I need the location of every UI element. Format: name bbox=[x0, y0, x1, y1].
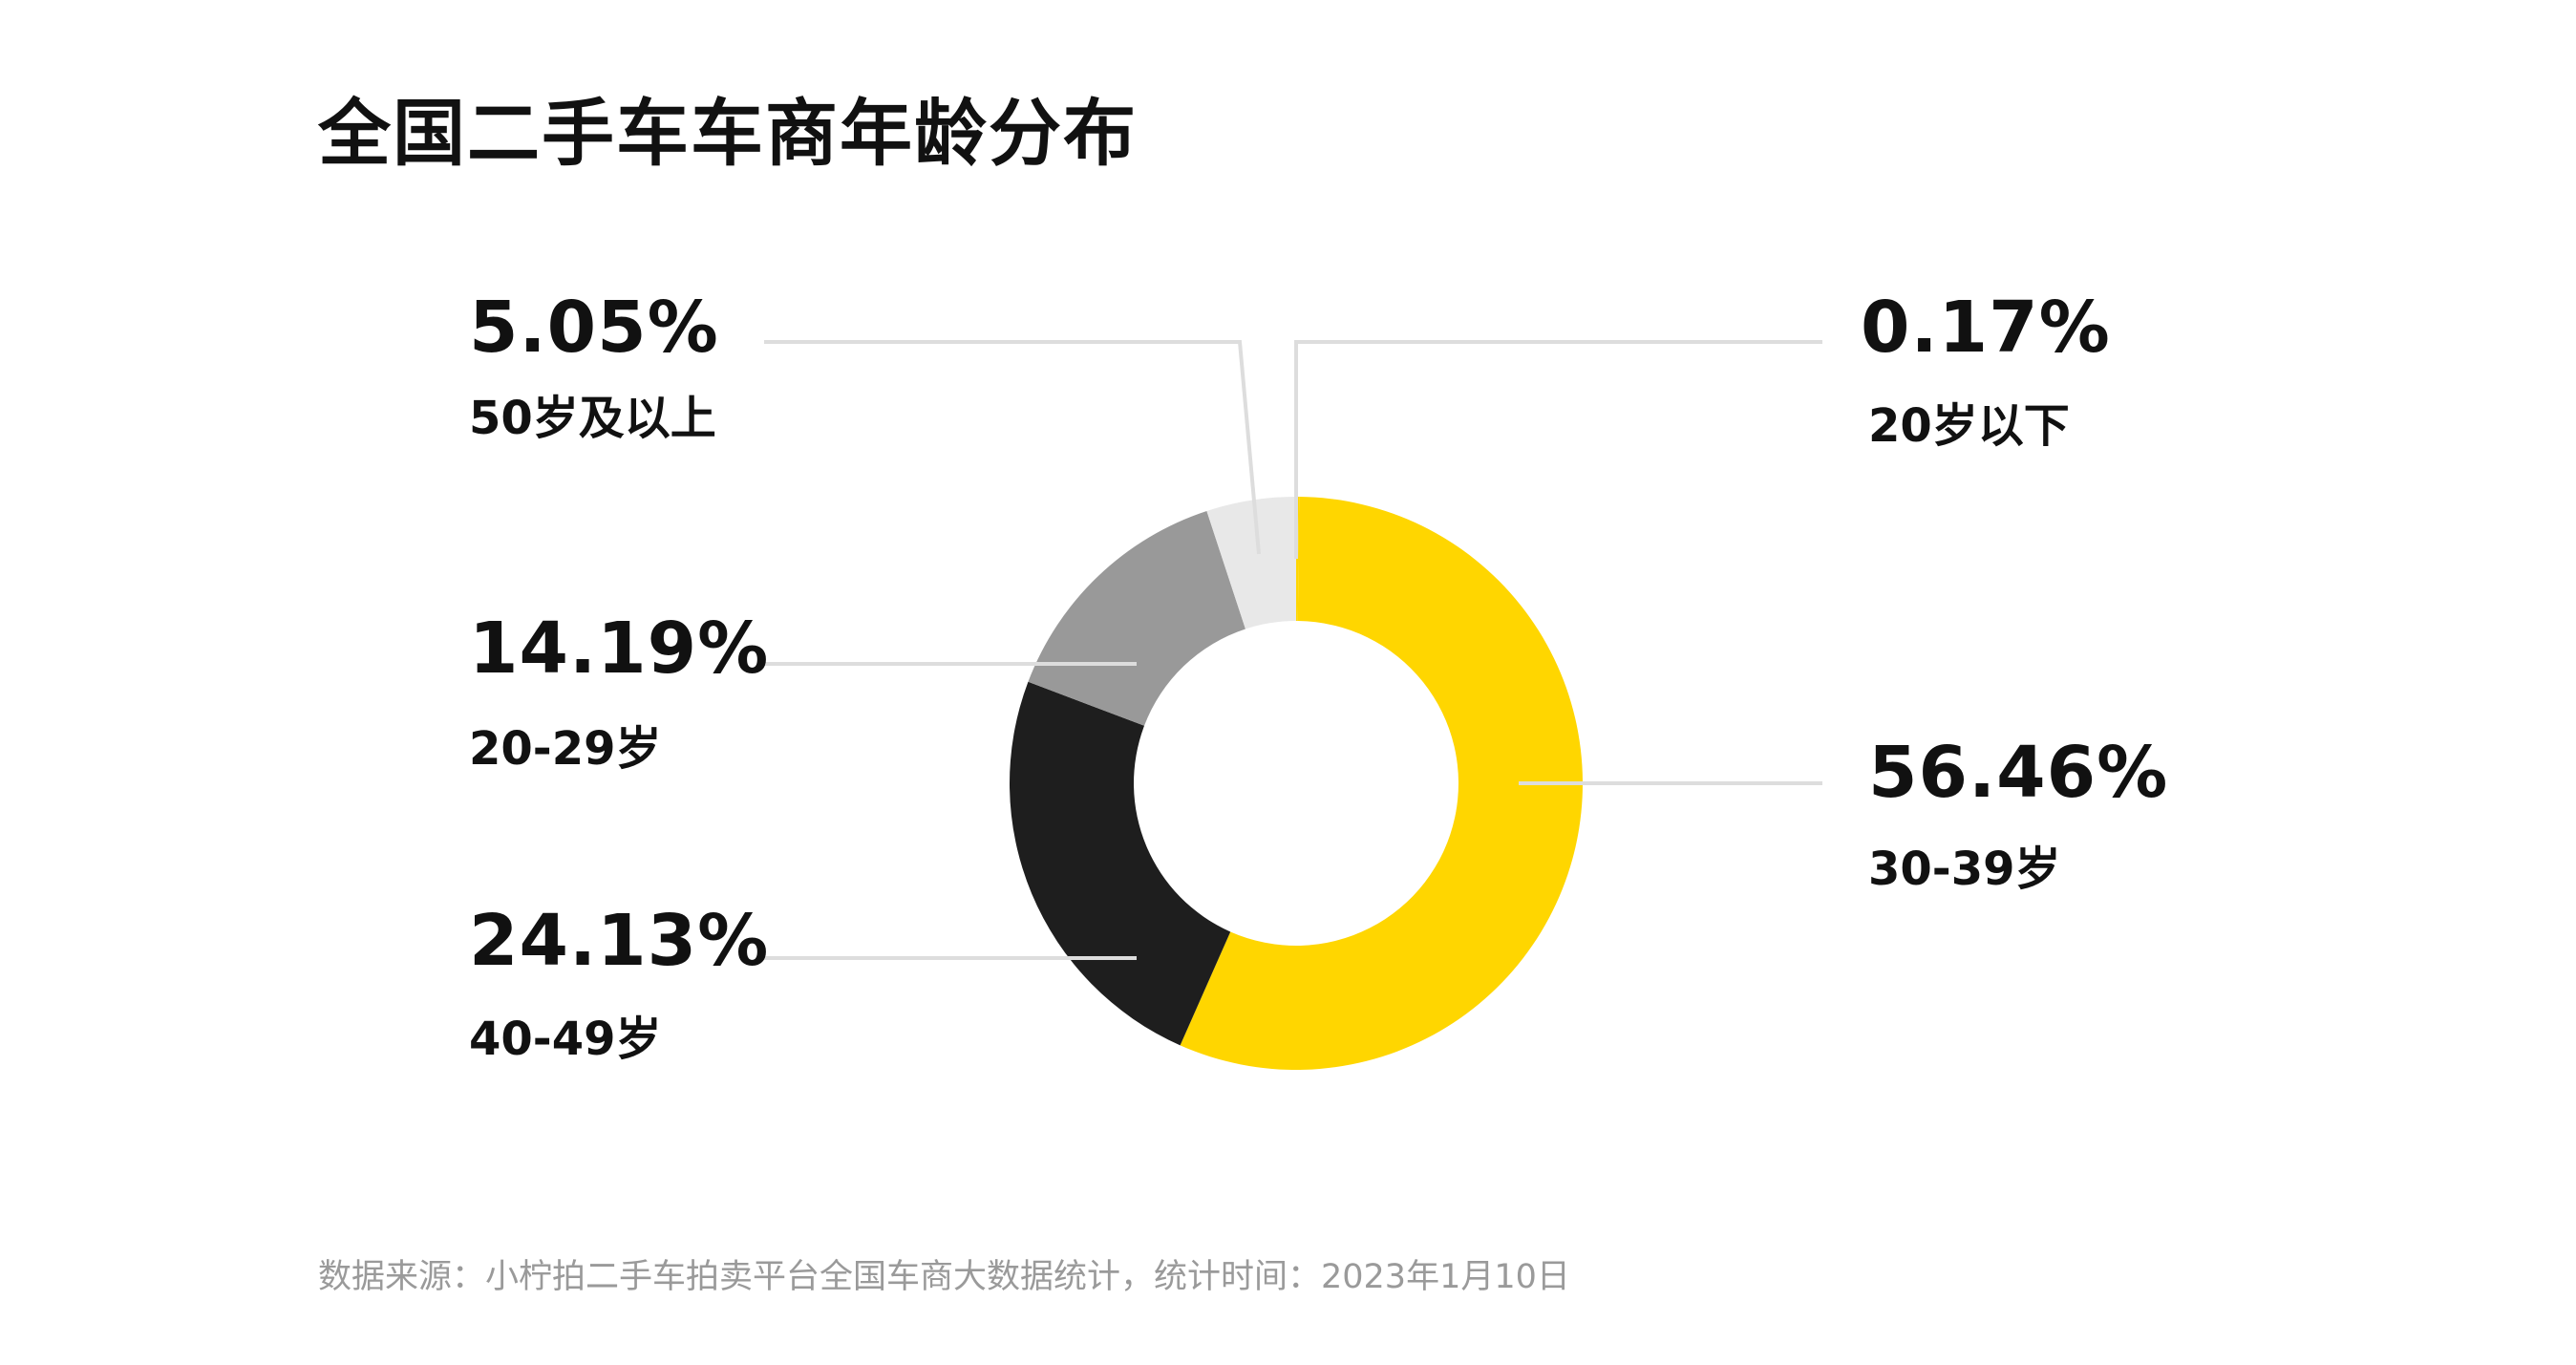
donut-slice bbox=[1206, 497, 1296, 629]
data-label-percent: 24.13% bbox=[469, 900, 770, 982]
data-label-category: 20-29岁 bbox=[469, 722, 662, 776]
leader-line bbox=[1294, 340, 1822, 559]
data-label-category: 50岁及以上 bbox=[469, 392, 716, 445]
data-label-percent: 5.05% bbox=[469, 287, 719, 369]
data-label-percent: 0.17% bbox=[1861, 287, 2111, 369]
data-label-category: 40-49岁 bbox=[469, 1013, 662, 1066]
donut-slice bbox=[1180, 497, 1584, 1070]
data-label-category: 30-39岁 bbox=[1868, 842, 2061, 896]
source-note: 数据来源：小柠拍二手车拍卖平台全国车商大数据统计，统计时间：2023年1月10日 bbox=[318, 1258, 1570, 1296]
data-label-percent: 14.19% bbox=[469, 608, 770, 690]
donut-slice bbox=[1010, 681, 1231, 1046]
donut-slice bbox=[1028, 510, 1245, 726]
data-label-percent: 56.46% bbox=[1868, 732, 2169, 814]
leader-line bbox=[764, 340, 1261, 555]
page-title: 全国二手车车商年龄分布 bbox=[318, 91, 1138, 176]
data-label-category: 20岁以下 bbox=[1868, 399, 2070, 453]
